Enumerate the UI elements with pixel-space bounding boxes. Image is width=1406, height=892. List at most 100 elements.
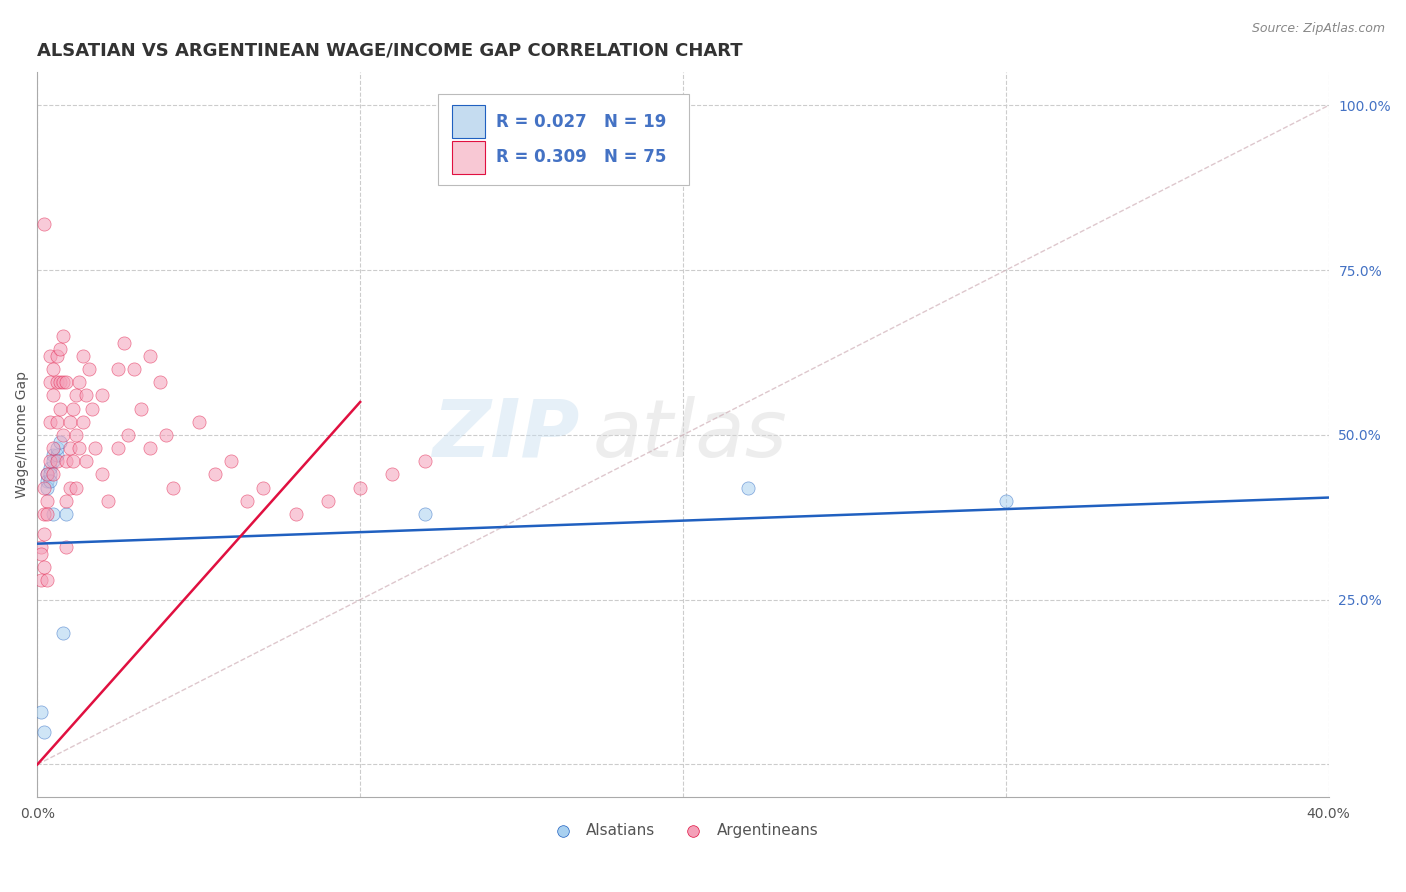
Point	[52, 375, 75, 389]
Point	[84, 441, 107, 455]
Point	[39, 474, 62, 488]
Point	[65, 388, 87, 402]
Point	[284, 507, 307, 521]
Point	[32, 481, 55, 495]
Point	[42, 441, 65, 455]
Point	[39, 461, 62, 475]
Point	[55, 454, 77, 468]
Point	[35, 474, 58, 488]
Point	[90, 388, 112, 402]
Point	[35, 467, 58, 482]
Point	[32, 526, 55, 541]
Point	[737, 481, 759, 495]
Point	[67, 441, 90, 455]
Point	[204, 467, 226, 482]
Point	[32, 507, 55, 521]
Point	[30, 573, 52, 587]
Point	[30, 547, 52, 561]
Point	[129, 401, 152, 416]
Text: ALSATIAN VS ARGENTINEAN WAGE/INCOME GAP CORRELATION CHART: ALSATIAN VS ARGENTINEAN WAGE/INCOME GAP …	[38, 42, 742, 60]
Point	[65, 428, 87, 442]
Text: ZIP: ZIP	[432, 396, 579, 474]
Text: R = 0.309   N = 75: R = 0.309 N = 75	[496, 148, 666, 166]
Point	[55, 507, 77, 521]
Point	[35, 481, 58, 495]
Point	[107, 441, 129, 455]
Point	[62, 401, 84, 416]
Point	[139, 349, 162, 363]
Point	[155, 428, 177, 442]
Point	[32, 217, 55, 231]
Point	[35, 507, 58, 521]
FancyBboxPatch shape	[451, 141, 485, 174]
Point	[42, 362, 65, 376]
Point	[65, 481, 87, 495]
Point	[42, 448, 65, 462]
Y-axis label: Wage/Income Gap: Wage/Income Gap	[15, 371, 30, 499]
Point	[42, 388, 65, 402]
Point	[55, 540, 77, 554]
Point	[52, 329, 75, 343]
Point	[67, 375, 90, 389]
Point	[114, 335, 136, 350]
Point	[39, 454, 62, 468]
Point	[82, 401, 104, 416]
Point	[381, 467, 404, 482]
Point	[75, 454, 97, 468]
Point	[59, 441, 82, 455]
Point	[45, 454, 67, 468]
Point	[35, 493, 58, 508]
Point	[139, 441, 162, 455]
Point	[219, 454, 242, 468]
Point	[49, 401, 72, 416]
Point	[316, 493, 339, 508]
Point	[413, 454, 436, 468]
Point	[45, 441, 67, 455]
Point	[149, 375, 172, 389]
Point	[45, 375, 67, 389]
Point	[42, 467, 65, 482]
Point	[55, 493, 77, 508]
Point	[42, 507, 65, 521]
Point	[32, 724, 55, 739]
Point	[187, 415, 209, 429]
Point	[39, 415, 62, 429]
Point	[32, 559, 55, 574]
Point	[45, 349, 67, 363]
Point	[77, 362, 100, 376]
Legend: Alsatians, Argentineans: Alsatians, Argentineans	[541, 817, 824, 844]
Text: R = 0.027   N = 19: R = 0.027 N = 19	[496, 112, 666, 131]
Point	[72, 415, 94, 429]
Point	[49, 434, 72, 449]
Point	[52, 428, 75, 442]
Point	[994, 493, 1017, 508]
Point	[42, 454, 65, 468]
Point	[35, 573, 58, 587]
Point	[162, 481, 184, 495]
Point	[413, 507, 436, 521]
Point	[35, 467, 58, 482]
Point	[117, 428, 139, 442]
Point	[59, 481, 82, 495]
Point	[59, 415, 82, 429]
Point	[97, 493, 120, 508]
Text: atlas: atlas	[592, 396, 787, 474]
Point	[45, 448, 67, 462]
FancyBboxPatch shape	[437, 95, 689, 185]
Point	[52, 625, 75, 640]
Point	[75, 388, 97, 402]
Point	[49, 343, 72, 357]
Point	[39, 467, 62, 482]
Point	[236, 493, 259, 508]
Text: Source: ZipAtlas.com: Source: ZipAtlas.com	[1251, 22, 1385, 36]
Point	[39, 349, 62, 363]
FancyBboxPatch shape	[451, 105, 485, 138]
Point	[62, 454, 84, 468]
Point	[90, 467, 112, 482]
Point	[252, 481, 274, 495]
Point	[49, 375, 72, 389]
Point	[39, 375, 62, 389]
Point	[72, 349, 94, 363]
Point	[107, 362, 129, 376]
Point	[122, 362, 145, 376]
